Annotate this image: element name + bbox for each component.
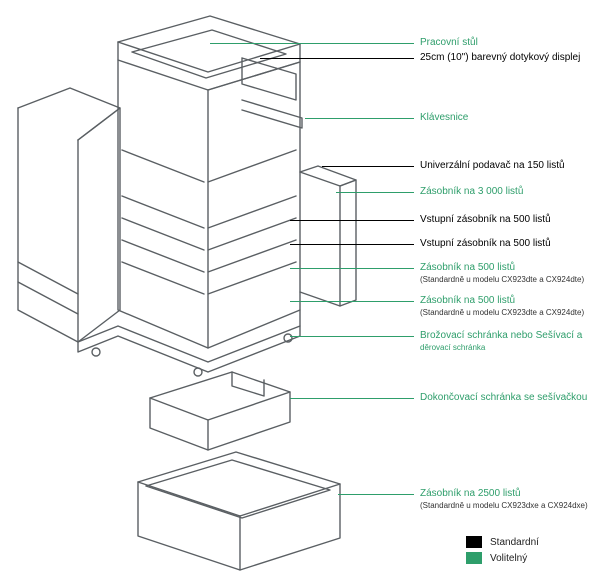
legend-text-standard: Standardní [490,537,539,548]
label-text-keyboard: Klávesnice [420,112,468,123]
right-high-capacity [300,166,356,306]
label-text-tray-500-b: Zásobník na 500 listů [420,295,515,306]
leader-keyboard [305,118,414,119]
leader-tray-2500 [338,494,414,495]
label-keyboard: Klávesnice [420,112,468,125]
legend-row-optional: Volitelný [466,552,539,564]
label-text-tray-500-a: Zásobník na 500 listů [420,262,515,273]
leader-finisher [290,398,414,399]
leader-universal-feeder [322,166,414,167]
leader-touch-display [260,58,414,59]
legend-row-standard: Standardní [466,536,539,548]
label-tray-500-b: Zásobník na 500 listů (Standardně u model… [420,295,584,318]
label-universal-feeder: Univerzální podavač na 150 listů [420,160,565,173]
label-sub-tray-500-b: (Standardně u modelu CX923dte a CX924dte… [420,308,584,318]
leader-tray-3000 [336,192,414,193]
label-text-finisher: Dokončovací schránka se sešívačkou [420,392,587,403]
label-tray-2500: Zásobník na 2500 listů (Standardně u mode… [420,488,588,511]
leader-work-desk [210,43,414,44]
leader-input-500-a [290,220,414,221]
label-work-desk: Pracovní stůl [420,37,478,50]
label-booklet-box: Brožovací schránka nebo Sešívací a děrova… [420,330,582,353]
legend-text-optional: Volitelný [490,553,527,564]
label-finisher: Dokončovací schránka se sešívačkou [420,392,587,405]
label-text-booklet-box: Brožovací schránka nebo Sešívací a [420,330,582,341]
leader-tray-500-a [290,268,414,269]
legend: Standardní Volitelný [466,536,539,568]
label-text-tray-3000: Zásobník na 3 000 listů [420,186,523,197]
label-text-input-500-b: Vstupní zásobník na 500 listů [420,238,551,249]
label-text-tray-2500: Zásobník na 2500 listů [420,488,521,499]
legend-swatch-standard [466,536,482,548]
label-touch-display: 25cm (10") barevný dotykový displej [420,52,580,65]
left-finisher-unit [18,88,120,342]
label-tray-500-a: Zásobník na 500 listů (Standardně u model… [420,262,584,285]
leader-tray-500-b [290,301,414,302]
label-text-universal-feeder: Univerzální podavač na 150 listů [420,160,565,171]
label-sub-booklet-box: děrovací schránka [420,343,582,353]
label-input-500-a: Vstupní zásobník na 500 listů [420,214,551,227]
label-tray-3000: Zásobník na 3 000 listů [420,186,523,199]
label-text-touch-display: 25cm (10") barevný dotykový displej [420,52,580,63]
label-text-work-desk: Pracovní stůl [420,37,478,48]
label-sub-tray-500-a: (Standardně u modelu CX923dte a CX924dte… [420,275,584,285]
staple-finisher [150,372,290,450]
printer-body [78,16,302,376]
label-text-input-500-a: Vstupní zásobník na 500 listů [420,214,551,225]
leader-input-500-b [290,244,414,245]
leader-booklet-box [290,336,414,337]
label-sub-tray-2500: (Standardně u modelu CX923dxe a CX924dxe… [420,501,588,511]
tray-2500-box [138,452,340,570]
legend-swatch-optional [466,552,482,564]
label-input-500-b: Vstupní zásobník na 500 listů [420,238,551,251]
